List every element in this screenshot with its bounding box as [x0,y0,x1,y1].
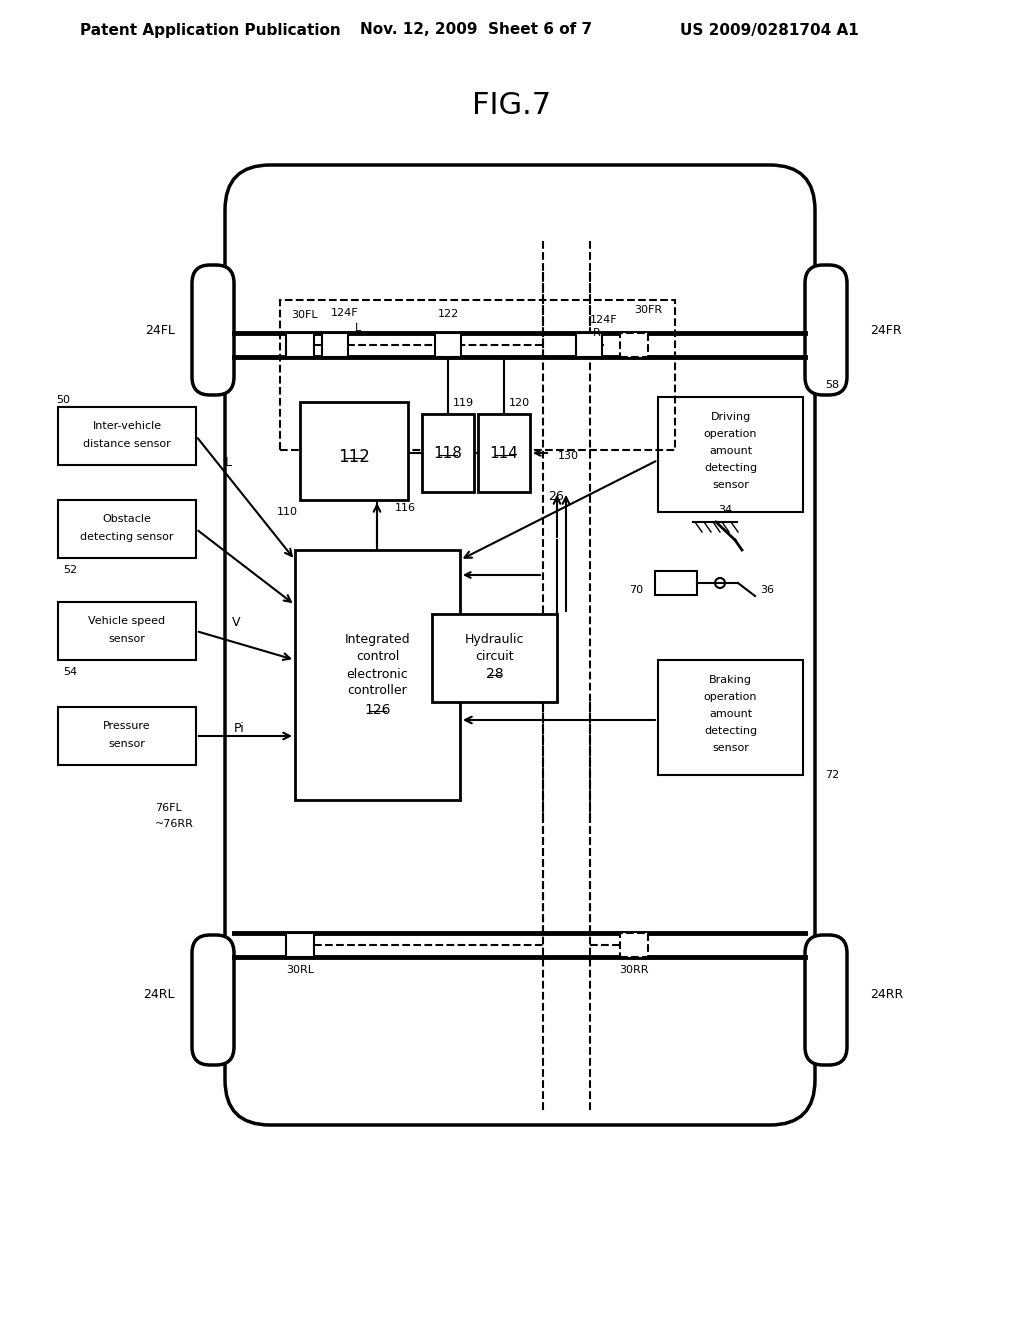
Text: 116: 116 [394,503,416,513]
Text: Pressure: Pressure [103,721,151,731]
Bar [286,933,314,957]
Bar [620,333,648,356]
Text: 36: 36 [760,585,774,595]
Text: 24FR: 24FR [870,323,901,337]
Text: 24FL: 24FL [145,323,175,337]
Bar [286,333,314,356]
Text: Pi: Pi [233,722,245,735]
Text: 30FL: 30FL [292,310,318,319]
Text: detecting sensor: detecting sensor [80,532,174,543]
Bar [478,414,530,492]
Text: 120: 120 [509,399,529,408]
Text: sensor: sensor [109,739,145,748]
Bar [322,333,348,356]
Bar [432,614,557,702]
Text: Nov. 12, 2009  Sheet 6 of 7: Nov. 12, 2009 Sheet 6 of 7 [360,22,592,37]
FancyBboxPatch shape [805,935,847,1065]
Text: 24RL: 24RL [143,989,175,1002]
FancyBboxPatch shape [805,265,847,395]
Bar [58,708,196,766]
Text: Integrated: Integrated [345,634,411,647]
Bar [295,550,460,800]
Bar [435,333,461,356]
Text: sensor: sensor [712,743,749,752]
Bar [575,333,602,356]
Text: 26: 26 [548,491,564,503]
Text: operation: operation [703,692,758,702]
Text: 76FL: 76FL [155,803,181,813]
Text: 34: 34 [718,506,732,515]
Text: control: control [355,651,399,664]
Text: 70: 70 [629,585,643,595]
Text: operation: operation [703,429,758,440]
Text: US 2009/0281704 A1: US 2009/0281704 A1 [680,22,859,37]
Text: 52: 52 [63,565,77,576]
Text: distance sensor: distance sensor [83,440,171,449]
Text: 118: 118 [433,446,463,462]
FancyBboxPatch shape [193,935,234,1065]
Bar [422,414,474,492]
Text: 124F: 124F [331,308,358,318]
Text: L: L [355,323,361,333]
Text: Hydraulic: Hydraulic [465,634,524,647]
Text: sensor: sensor [109,634,145,644]
Text: detecting: detecting [703,726,757,737]
Text: 126: 126 [365,704,391,717]
Text: 112: 112 [338,447,370,466]
Text: 28: 28 [485,667,504,681]
Text: L: L [224,457,231,470]
Text: controller: controller [347,685,408,697]
Text: 50: 50 [56,395,70,405]
Bar [58,407,196,465]
Text: 110: 110 [276,507,298,517]
Text: electronic: electronic [347,668,409,681]
Text: 30RL: 30RL [286,965,314,975]
Text: ~76RR: ~76RR [155,818,194,829]
Text: sensor: sensor [712,480,749,490]
Text: V: V [231,615,241,628]
Bar [58,602,196,660]
Text: 58: 58 [825,380,839,389]
Bar [58,500,196,558]
Bar [280,300,675,450]
Text: 114: 114 [489,446,518,462]
Text: 54: 54 [63,667,77,677]
Text: Obstacle: Obstacle [102,513,152,524]
Text: circuit: circuit [475,649,514,663]
Text: R: R [593,327,601,338]
Bar [655,572,697,595]
FancyBboxPatch shape [193,265,234,395]
Text: 122: 122 [437,309,459,319]
Text: 72: 72 [825,770,840,780]
Text: 30RR: 30RR [620,965,649,975]
Bar [658,660,803,775]
Text: 124F: 124F [590,315,617,325]
Bar [620,933,648,957]
Text: detecting: detecting [703,463,757,473]
Bar [658,397,803,512]
Text: Patent Application Publication: Patent Application Publication [80,22,341,37]
Text: 119: 119 [453,399,473,408]
Text: amount: amount [709,709,752,719]
Text: FIG.7: FIG.7 [472,91,552,120]
Text: Driving: Driving [711,412,751,422]
Text: amount: amount [709,446,752,455]
Text: Braking: Braking [709,675,752,685]
FancyBboxPatch shape [225,165,815,1125]
Bar [300,403,408,500]
Text: 130: 130 [558,451,579,461]
Text: 24RR: 24RR [870,989,903,1002]
Text: 30FR: 30FR [634,305,663,315]
Text: Inter-vehicle: Inter-vehicle [92,421,162,432]
Text: Vehicle speed: Vehicle speed [88,616,166,626]
